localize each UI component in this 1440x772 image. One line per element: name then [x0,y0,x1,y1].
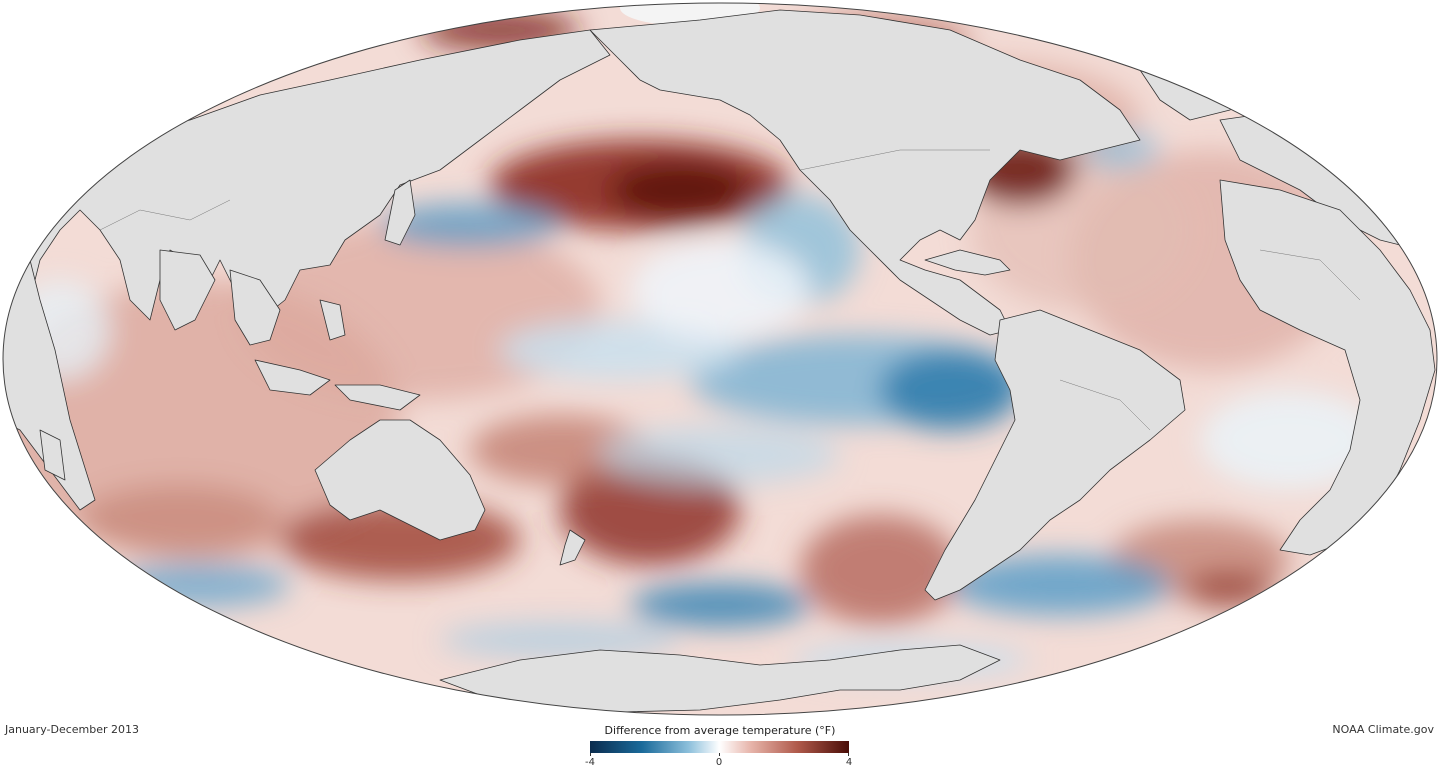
legend-title: Difference from average temperature (°F) [604,724,836,737]
legend-tick-mid-mark [719,753,720,756]
new-zealand [559,529,586,566]
legend-min-label: -4 [585,757,595,768]
legend-tick-max-mark [848,753,849,756]
legend-max-label: 4 [845,757,853,768]
india [159,249,216,331]
globe-outline [2,2,1438,716]
color-legend: Difference from average temperature (°F)… [560,724,880,772]
legend-color-bar [590,741,849,753]
country-borders [99,149,1361,431]
land-masses [3,3,1436,713]
australia [314,419,486,541]
credit-label: NOAA Climate.gov [1332,723,1434,736]
south-america [924,309,1186,601]
japan [384,179,416,246]
southeast-asia [229,269,281,346]
legend-mid-label: 0 [715,757,723,768]
north-america [589,9,1141,336]
period-label: January-December 2013 [5,723,140,736]
indonesia [254,359,331,396]
africa-west [1219,179,1436,556]
legend-tick-min-mark [590,753,591,756]
